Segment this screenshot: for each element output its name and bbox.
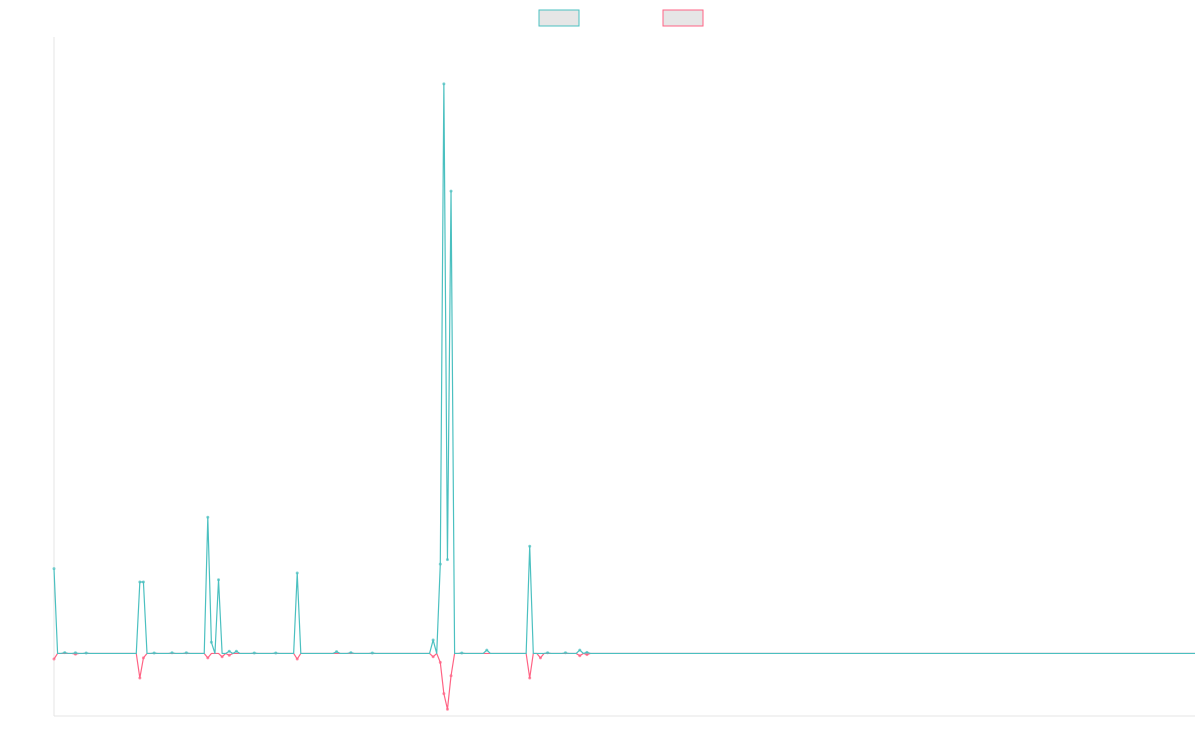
data-point (52, 567, 56, 571)
data-point (585, 650, 589, 654)
data-point (141, 656, 145, 660)
data-point (252, 651, 256, 655)
series-line-1 (53, 83, 1195, 655)
data-point (84, 651, 88, 655)
data-point (438, 562, 442, 566)
data-point (431, 638, 435, 642)
data-point (227, 653, 231, 657)
data-point (445, 707, 449, 711)
data-point (349, 651, 353, 655)
legend-swatch-1[interactable] (538, 9, 580, 27)
data-point (442, 692, 446, 696)
data-point (370, 651, 374, 655)
data-point (209, 640, 213, 644)
data-point (442, 82, 446, 86)
data-point (227, 649, 231, 653)
data-point (431, 655, 435, 659)
data-point (220, 655, 224, 659)
data-point (138, 676, 142, 680)
data-point (578, 648, 582, 652)
data-point (73, 651, 77, 655)
data-point (295, 571, 299, 575)
data-point (152, 651, 156, 655)
data-point (578, 654, 582, 658)
data-point (274, 651, 278, 655)
axes (53, 37, 1195, 717)
data-point (563, 651, 567, 655)
data-point (206, 515, 210, 519)
data-point (335, 650, 339, 654)
data-point (585, 653, 589, 657)
data-point (141, 580, 145, 584)
data-point (449, 189, 453, 193)
data-point (170, 651, 174, 655)
data-point (438, 660, 442, 664)
data-point (217, 578, 221, 582)
data-point (206, 656, 210, 660)
data-point (138, 580, 142, 584)
data-point (184, 651, 188, 655)
data-point (63, 651, 67, 655)
data-point (445, 558, 449, 562)
data-point (546, 651, 550, 655)
data-point (449, 674, 453, 678)
series-layer (52, 82, 1195, 711)
legend[interactable] (538, 9, 704, 27)
data-point (295, 657, 299, 661)
data-point (528, 676, 532, 680)
data-point (234, 649, 238, 653)
data-point (52, 657, 56, 661)
series-line-2 (53, 652, 1195, 710)
data-point (485, 648, 489, 652)
legend-swatch-2[interactable] (662, 9, 704, 27)
data-point (538, 656, 542, 660)
data-point (528, 544, 532, 548)
data-point (460, 651, 464, 655)
